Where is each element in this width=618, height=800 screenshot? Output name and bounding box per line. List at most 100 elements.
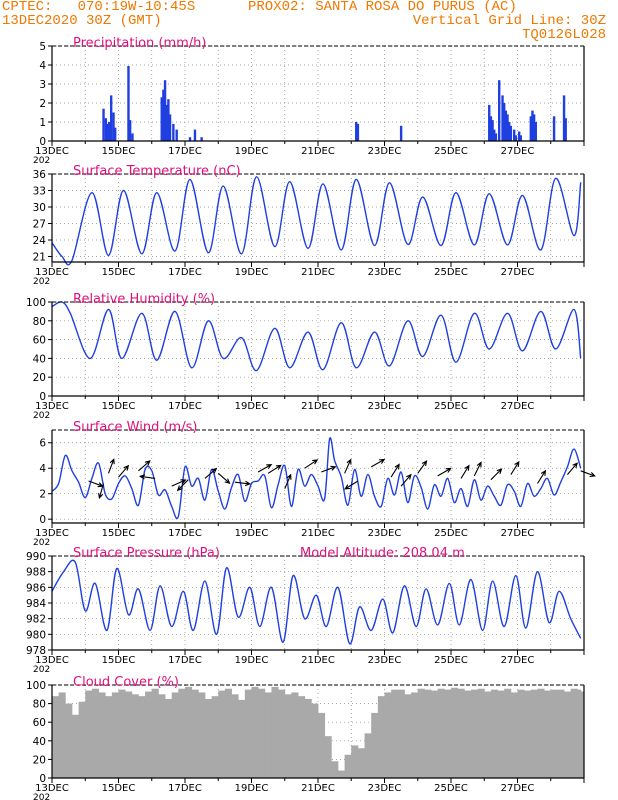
precip-bar — [531, 110, 534, 141]
precip-bar — [488, 104, 491, 141]
pres-ytick-label: 986 — [26, 582, 46, 594]
header-location: CPTEC: 070:19W-10:45S — [2, 0, 196, 15]
cloud-bar — [544, 690, 552, 778]
precip-ytick-label: 5 — [39, 41, 46, 53]
cloud-ytick-label: 0 — [39, 773, 46, 785]
wind-xtick-label: 15DEC — [102, 528, 136, 539]
wind-arrow — [490, 468, 503, 481]
cloud-bar — [158, 694, 166, 778]
cloud-bar — [557, 689, 565, 778]
precip-bar — [193, 129, 197, 141]
precip-bar — [512, 129, 516, 141]
precip-bar — [109, 95, 113, 141]
header-station: PROX02: SANTA ROSA DO PURUS (AC) — [248, 0, 517, 15]
cloud-bar — [371, 712, 379, 778]
cloud-bar — [111, 692, 119, 778]
precip-bar — [399, 125, 403, 141]
temp-xtick-label: 17DEC — [168, 267, 202, 278]
cloud-bar — [304, 698, 312, 778]
cloud-bar — [298, 696, 306, 778]
cloud-bar — [391, 689, 399, 778]
precip-bar — [102, 108, 105, 141]
wind-arrow — [460, 464, 470, 479]
cloud-bar — [98, 692, 106, 778]
cloud-bar — [417, 688, 425, 778]
precip-bar — [107, 122, 111, 141]
cloud-bar — [105, 696, 113, 778]
cloud-bar — [278, 689, 286, 778]
rh-xtick-label: 23DEC — [368, 401, 402, 412]
wind-arrow — [267, 464, 282, 474]
precip-bar — [489, 116, 493, 141]
wind-arrow — [370, 458, 386, 468]
cloud-bar — [171, 692, 179, 778]
wind-arrow — [171, 479, 187, 487]
cloud-ytick-label: 60 — [33, 717, 46, 729]
cloud-xtick-label: 15DEC — [102, 783, 136, 794]
cloud-xtick-label: 19DEC — [235, 783, 269, 794]
cloud-bar — [477, 688, 485, 778]
rh-title: Relative Humidity (%) — [73, 292, 215, 307]
wind-arrow — [204, 467, 218, 479]
wind-arrow — [257, 463, 273, 473]
temp-year-label: 202 — [33, 277, 50, 287]
cloud-bar — [497, 690, 505, 778]
temp-ytick-label: 27 — [33, 219, 46, 231]
precip-bar — [163, 80, 167, 141]
temp-xtick-label: 23DEC — [368, 267, 402, 278]
precip-bar — [493, 129, 496, 141]
wind-arrow — [417, 460, 428, 474]
precip-ytick-label: 2 — [39, 98, 46, 110]
precip-bar — [104, 118, 108, 141]
pres-series-line — [51, 559, 582, 645]
cloud-bar — [344, 754, 352, 778]
cloud-bar — [424, 689, 432, 778]
pres-xtick-label: 17DEC — [168, 655, 202, 666]
wind-arrow — [473, 461, 482, 477]
pres-ytick-label: 982 — [26, 614, 46, 626]
wind-title: Surface Wind (m/s) — [73, 420, 197, 435]
precip-bar — [503, 103, 506, 141]
precip-bar — [504, 110, 508, 141]
header-datetime: 13DEC2020 30Z (GMT) — [2, 13, 162, 29]
wind-xtick-label: 23DEC — [368, 528, 402, 539]
temp-xtick-label: 19DEC — [235, 267, 269, 278]
wind-arrow — [234, 480, 252, 487]
wind-ytick-label: 4 — [39, 463, 46, 475]
pres-ytick-label: 990 — [26, 551, 46, 563]
precip-bar — [519, 135, 523, 141]
pres-title: Surface Pressure (hPa) — [73, 546, 220, 561]
precip-bar — [506, 114, 509, 141]
cloud-ytick-label: 20 — [33, 754, 46, 766]
wind-arrow — [437, 467, 452, 477]
precip-bar — [534, 122, 537, 141]
precip-title: Precipitation (mm/h) — [73, 36, 206, 51]
cloud-bar — [580, 691, 584, 778]
cloud-bar — [444, 689, 452, 778]
cloud-bar — [550, 689, 558, 778]
rh-xtick-label: 27DEC — [501, 401, 535, 412]
cloud-bar — [251, 686, 259, 778]
precip-bar — [175, 129, 178, 141]
cloud-ytick-label: 40 — [33, 736, 46, 748]
temp-ytick-label: 36 — [33, 169, 47, 181]
cloud-bar — [85, 690, 93, 778]
pres-xtick-label: 25DEC — [434, 655, 468, 666]
cloud-xtick-label: 23DEC — [368, 783, 402, 794]
header-vertical-grid: Vertical Grid Line: 30Z — [412, 13, 606, 29]
precip-bar — [552, 116, 556, 141]
cloud-bar — [411, 692, 419, 778]
cloud-xtick-label: 21DEC — [301, 783, 335, 794]
cloud-bar — [218, 690, 226, 778]
rh-ytick-label: 40 — [33, 353, 46, 365]
temp-title: Surface Temperature (nC) — [73, 164, 241, 179]
pres-ytick-label: 988 — [26, 567, 46, 579]
precip-bar — [509, 125, 513, 141]
wind-arrow — [580, 470, 596, 478]
cloud-xtick-label: 25DEC — [434, 783, 468, 794]
precip-bar — [355, 122, 358, 141]
pres-ytick-label: 980 — [26, 629, 46, 641]
precip-xtick-label: 13DEC — [35, 146, 69, 157]
cloud-bar — [570, 688, 578, 778]
cloud-xtick-label: 13DEC — [35, 783, 69, 794]
